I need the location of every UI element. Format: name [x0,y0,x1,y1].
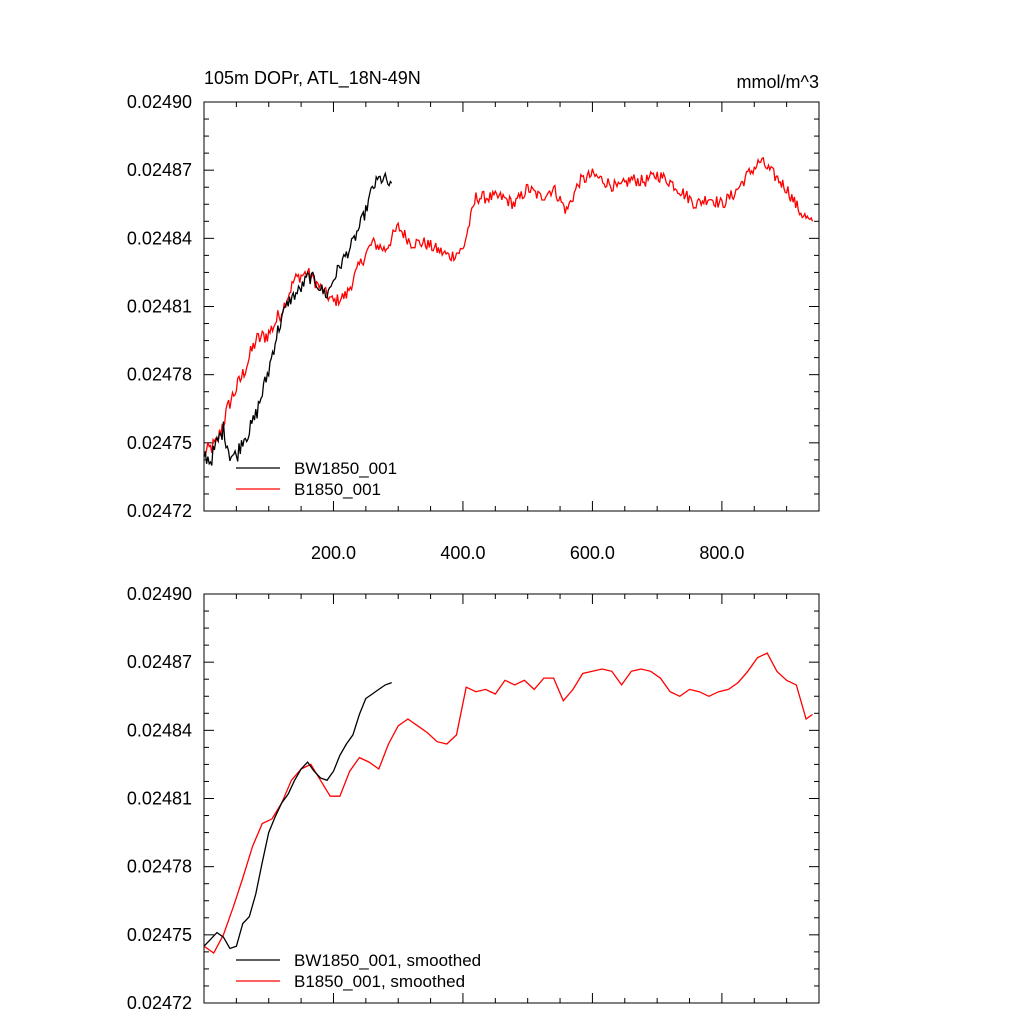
x-tick-label: 400.0 [440,543,485,563]
y-tick-label: 0.02490 [127,584,192,604]
legend-label: B1850_001 [294,480,381,499]
y-tick-label: 0.02481 [127,789,192,809]
y-tick-label: 0.02481 [127,297,192,317]
plot-frame [203,101,820,512]
y-tick-label: 0.02475 [127,925,192,945]
units-label: mmol/m^3 [737,72,819,92]
plot-frame [203,593,820,1004]
y-tick-label: 0.02484 [127,228,192,248]
legend-label: BW1850_001 [294,459,397,478]
y-tick-label: 0.02475 [127,433,192,453]
y-tick-label: 0.02478 [127,857,192,877]
y-tick-label: 0.02487 [127,652,192,672]
series-line-bw1850 [204,171,393,466]
y-tick-label: 0.02472 [127,501,192,521]
top-panel: 0.02472 0.02475 0.02478 0.02481 0.02484 0.024… [127,68,820,563]
series-line-bw1850 [204,681,392,950]
x-tick-label: 200.0 [311,543,356,563]
series-line-b1850 [204,652,813,954]
legend-label: BW1850_001, smoothed [294,951,481,970]
x-tick-label: 800.0 [699,543,744,563]
y-tick-label: 0.02472 [127,993,192,1013]
y-tick-label: 0.02487 [127,160,192,180]
bottom-panel: 0.02472 0.02475 0.02478 0.02481 0.02484 0.024… [127,584,820,1013]
chart-title: 105m DOPr, ATL_18N-49N [204,68,421,89]
legend-label: B1850_001, smoothed [294,972,465,991]
series-line-b1850 [204,157,814,457]
y-tick-label: 0.02478 [127,365,192,385]
y-tick-label: 0.02484 [127,720,192,740]
x-tick-label: 600.0 [570,543,615,563]
y-tick-label: 0.02490 [127,92,192,112]
